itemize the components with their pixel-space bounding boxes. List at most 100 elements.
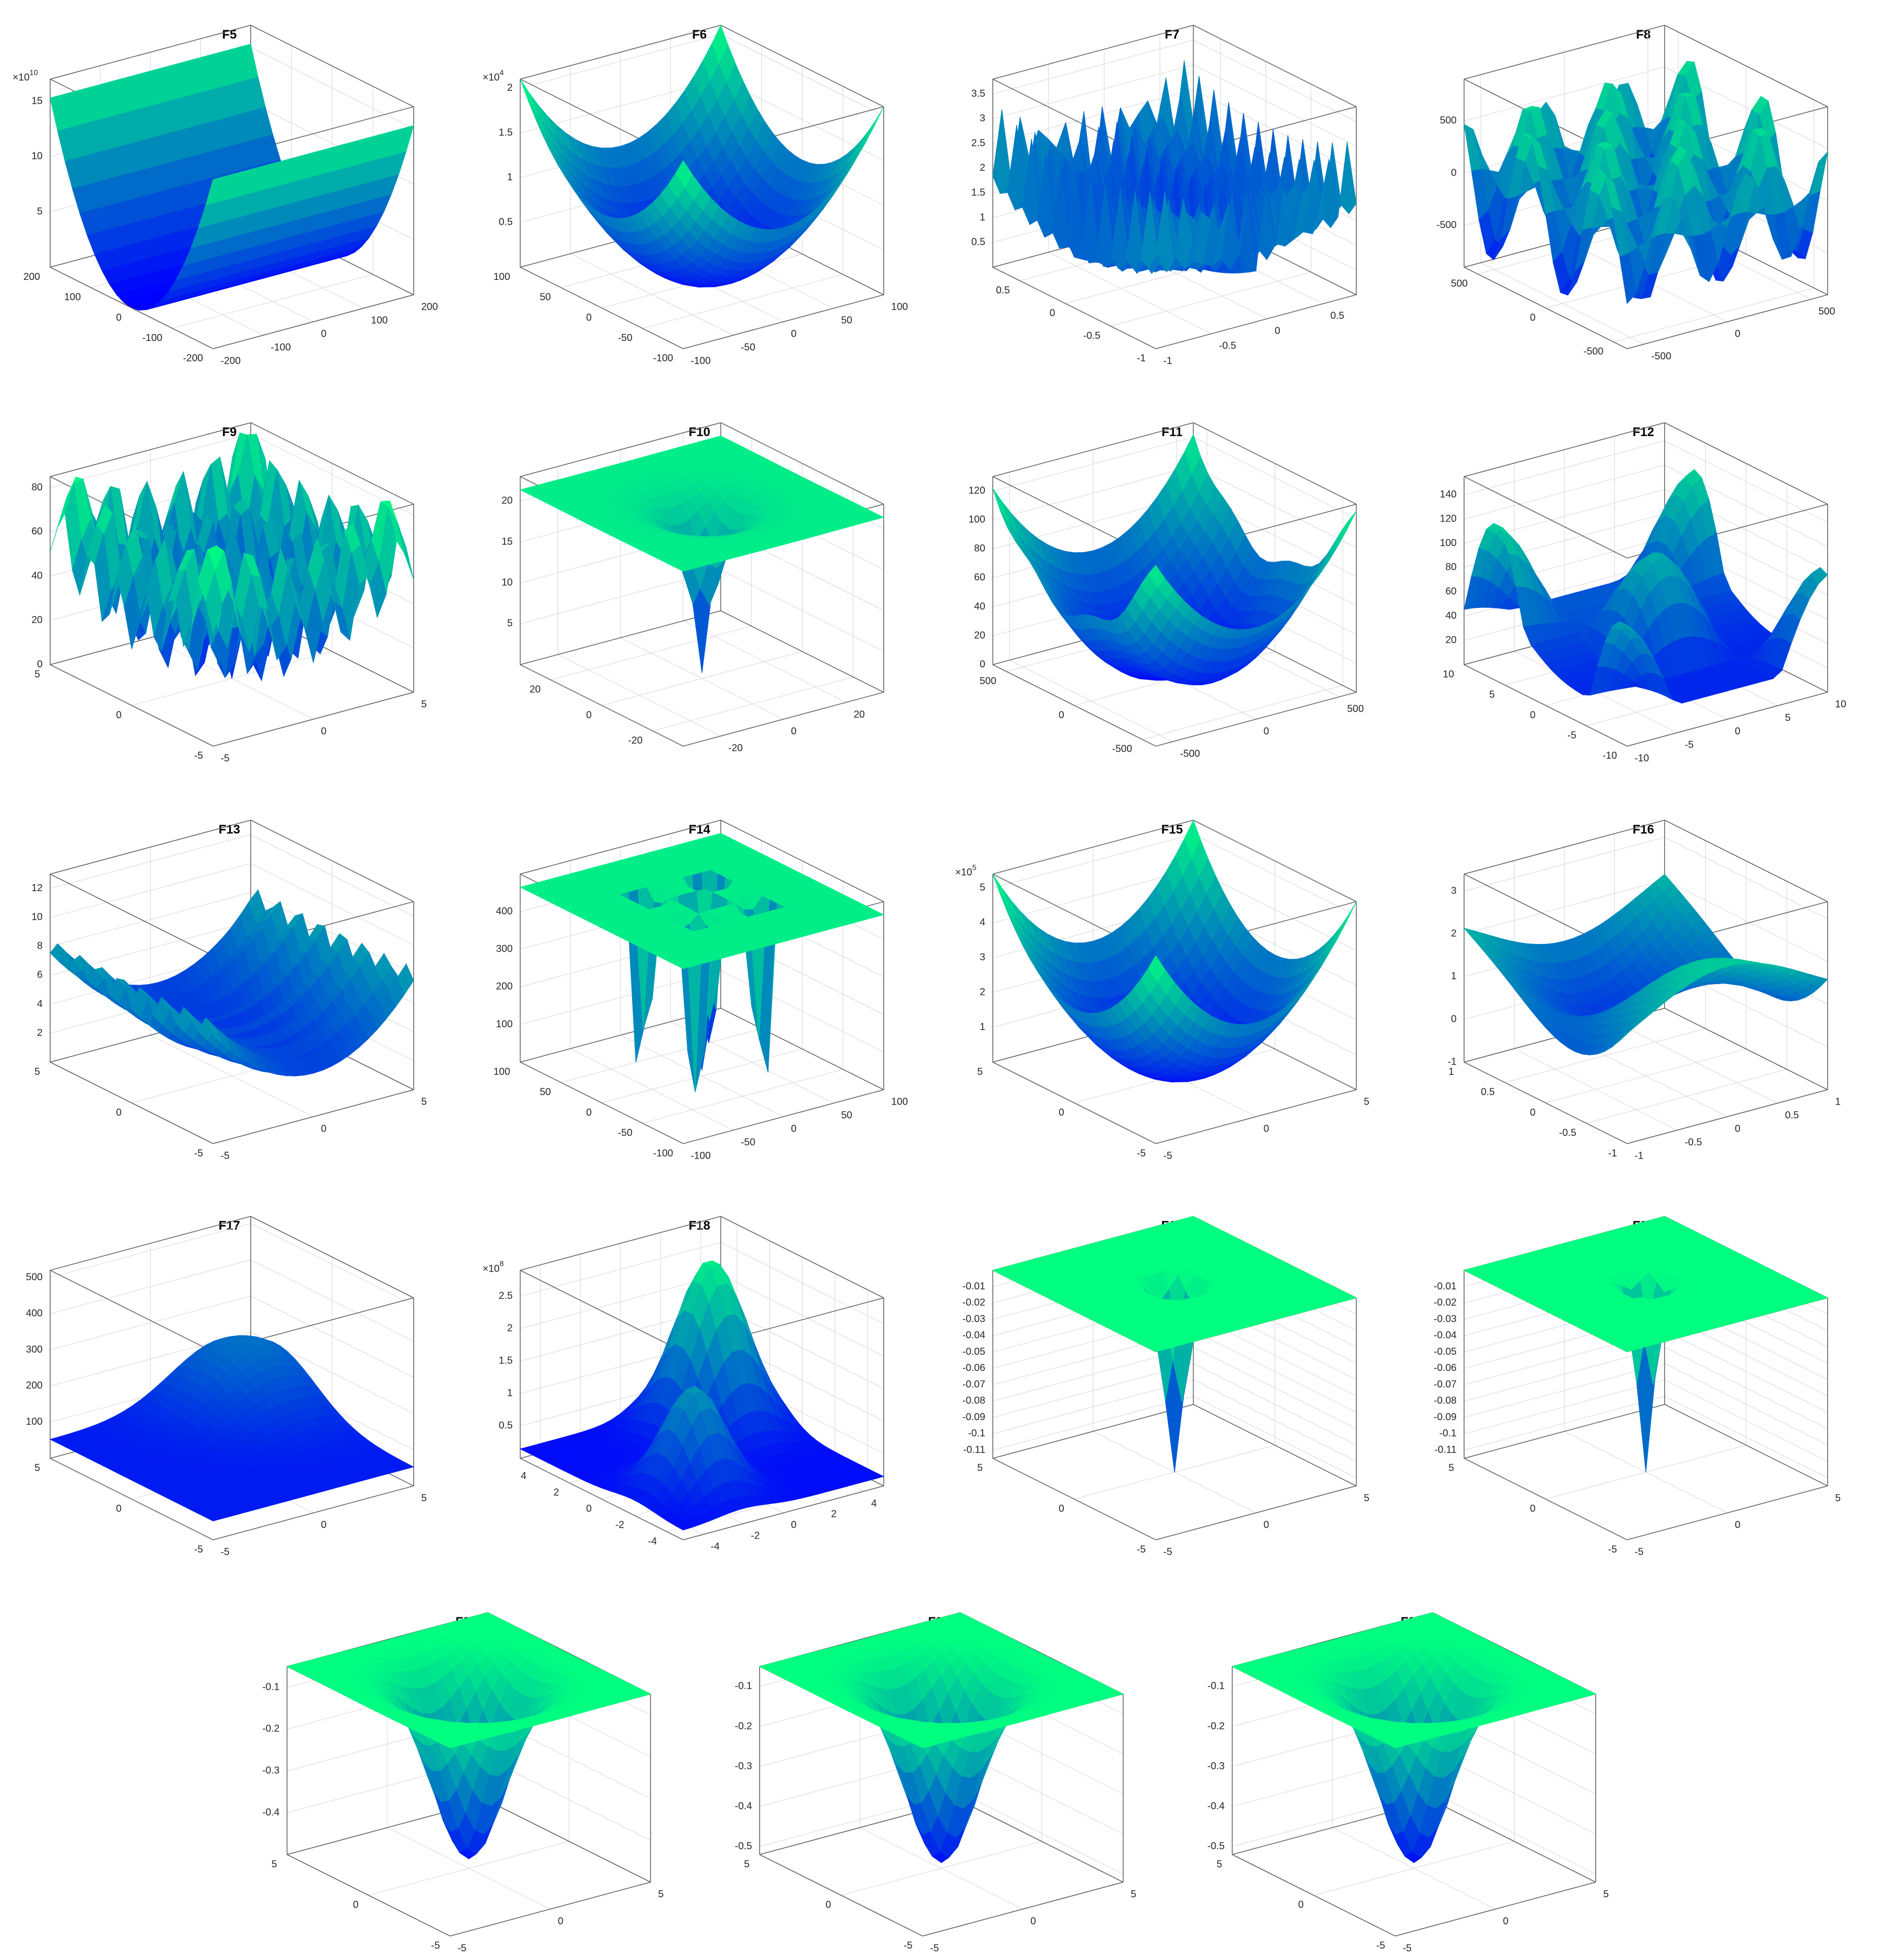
z-tick-label: 400 [496,905,513,917]
z-tick-label: 10 [501,577,513,588]
z-tick-label: 5 [37,205,43,217]
x-tick-label: 50 [841,1109,853,1121]
z-tick-label: 6 [37,969,43,980]
z-tick-label: 10 [31,911,43,922]
z-tick-label: 120 [1440,512,1457,524]
z-tick-label: 0 [1451,166,1457,178]
z-tick-label: 40 [31,570,43,581]
surface-panel: F5×101051015-200-1000100200-200-10001002… [12,24,438,366]
x-tick-label: 0 [791,327,796,339]
z-tick-label: 1 [979,211,985,223]
axis-box-edge [520,664,683,747]
x-tick-label: -5 [220,752,230,764]
z-tick-label: 2.5 [971,137,985,148]
x-tick-label: -1 [1163,354,1172,366]
y-tick-label: 100 [493,271,510,282]
surface [992,60,1357,275]
z-tick-label: 100 [496,1018,513,1029]
z-tick-label: 20 [31,614,43,625]
z-multiplier-base: ×10 [12,71,29,83]
y-tick-label: 0 [116,311,122,323]
z-tick-label: 15 [501,536,513,547]
surface [519,833,885,1092]
z-tick-label: 2 [979,162,985,173]
z-tick-label: 500 [1440,115,1457,126]
surface [50,432,414,681]
z-multiplier-base: ×10 [482,71,499,83]
x-tick-label: 100 [891,1096,908,1107]
y-tick-label: -5 [1567,730,1576,741]
axis-box-edge [50,24,251,80]
z-tick-label: 0.5 [499,216,513,228]
x-tick-label: 20 [854,708,865,720]
surface-panel: F14100200300400-100-50050100-100-5005010… [493,820,908,1161]
z-multiplier: ×104 [482,68,504,83]
y-tick-label: -100 [653,1147,673,1159]
x-tick-label: 0 [791,725,796,737]
y-tick-label: 200 [23,271,40,282]
x-tick-label: -10 [1635,752,1649,764]
z-tick-label: 3 [979,112,985,124]
z-tick-label: 120 [969,485,985,496]
chart-title: F12 [1633,425,1654,439]
surface-patch [1332,520,1350,549]
y-tick-label: 0 [586,311,592,323]
x-tick-label: -50 [741,1136,755,1147]
x-tick-label: -20 [728,742,743,753]
z-multiplier-power: 4 [500,68,504,76]
x-tick-label: 0.5 [1331,310,1345,321]
y-tick-label: 5 [35,1066,40,1077]
y-tick-label: -100 [142,332,162,343]
surface-patch [1339,142,1357,215]
z-tick-label: 80 [31,481,43,492]
x-tick-label: 0 [1274,325,1280,336]
z-tick-label: 60 [1445,585,1457,597]
x-tick-label: 0 [321,725,326,737]
y-tick-label: 0 [116,1106,122,1118]
x-tick-label: -50 [741,341,755,352]
y-tick-label: -500 [1112,743,1132,754]
y-tick-label: 50 [540,291,551,303]
x-tick-label: 5 [421,698,427,710]
y-tick-label: -5 [194,750,203,761]
x-tick-label: -5 [220,1149,230,1161]
x-tick-label: 0 [321,1123,326,1134]
z-tick-label: 60 [974,571,985,583]
x-tick-label: 0 [321,327,326,339]
z-tick-label: 100 [1440,537,1457,548]
surface-panel: F70.511.522.533.5-1-0.500.5-1-0.500.5 [971,24,1357,366]
z-tick-label: 200 [496,980,513,992]
z-tick-label: 80 [974,543,985,554]
y-tick-label: 0.5 [996,284,1010,296]
x-tick-label: 500 [1347,703,1364,714]
y-tick-label: 100 [64,291,81,303]
z-tick-label: 40 [974,600,985,612]
z-multiplier-power: 10 [30,68,38,76]
y-tick-label: 500 [979,675,996,686]
x-tick-label: 200 [421,301,438,312]
y-tick-label: 0 [1530,709,1535,720]
axis-box-edge [1464,266,1627,349]
z-tick-label: -500 [1437,219,1457,230]
z-tick-label: 15 [31,95,43,106]
z-tick-label: 0 [979,658,985,670]
axis-box-edge [1193,25,1357,108]
y-tick-label: 0 [586,709,592,720]
z-tick-label: 2 [507,82,513,93]
z-tick-label: 1 [507,171,513,183]
z-tick-label: 0.5 [971,236,985,247]
z-tick-label: 1.5 [971,186,985,198]
axis-box-edge [50,1061,213,1144]
z-tick-label: 80 [1445,561,1457,572]
surface [992,433,1357,686]
axis-box-edge [213,692,414,747]
axis-box-edge [1156,692,1357,747]
axis-box-edge [250,25,414,108]
axis-box-edge [992,266,1156,349]
x-tick-label: 0 [791,1123,796,1134]
